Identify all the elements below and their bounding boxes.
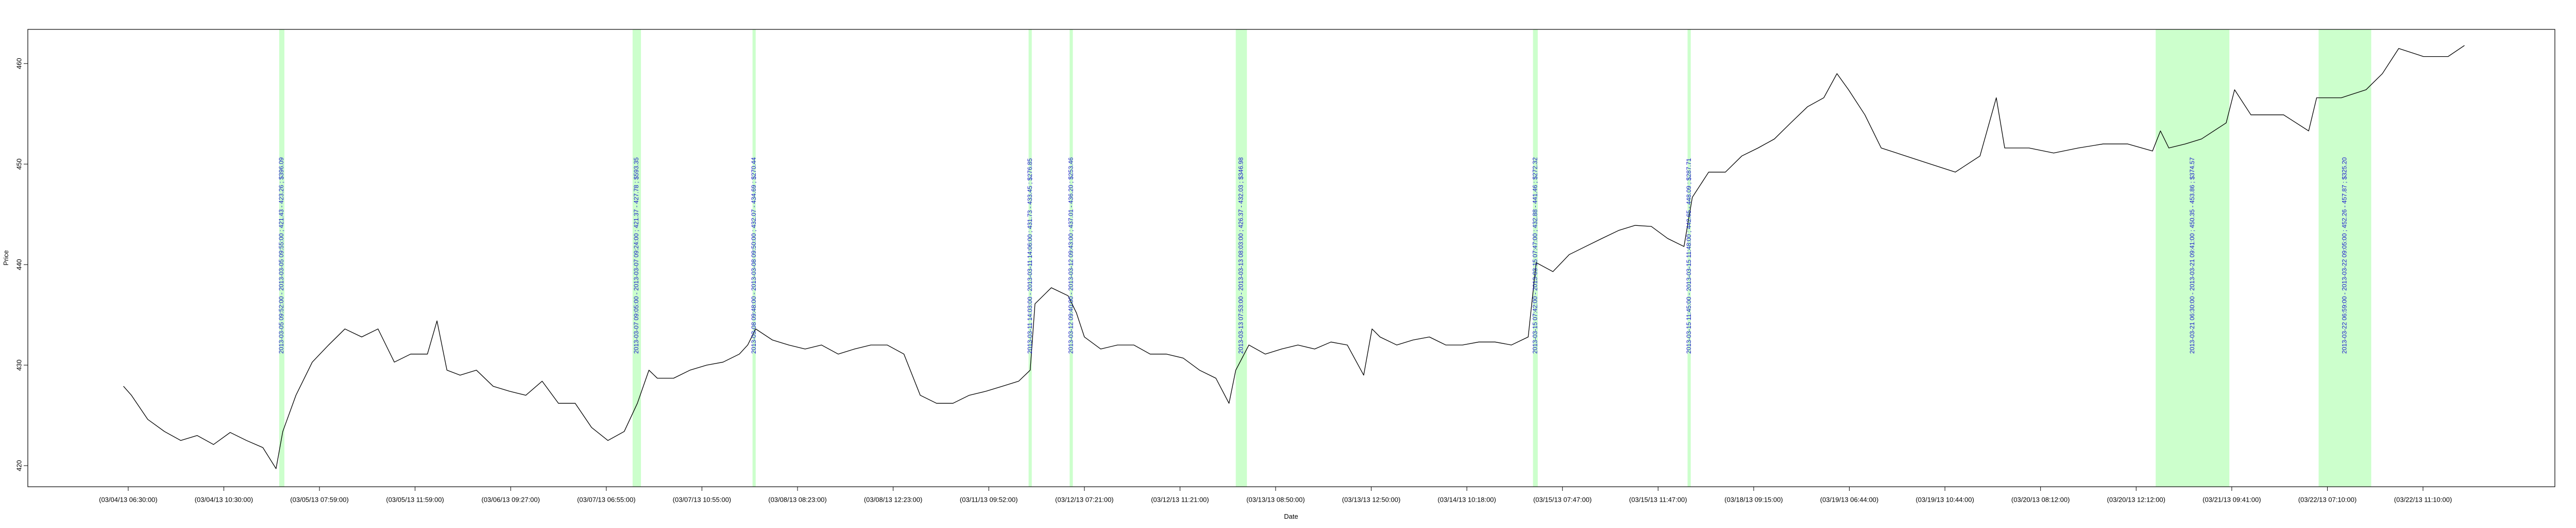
x-tick-label: (03/21/13 09:41:00) [2202, 496, 2261, 503]
x-tick-label: (03/20/13 08:12:00) [2011, 496, 2070, 503]
annotation-layer: 2013-03-05 09:52:00 - 2013-03-05 09:55:0… [278, 157, 2348, 354]
axes-layer: 420 430 440 450 460 (03/04/13 06:30:00) (03/04… [15, 58, 2452, 503]
x-tick-label: (03/13/13 12:50:00) [1342, 496, 1400, 503]
highlight-band [1070, 29, 1073, 487]
x-tick-label: (03/07/13 06:55:00) [577, 496, 635, 503]
highlight-band [279, 29, 285, 487]
x-tick-label: (03/20/13 12:12:00) [2107, 496, 2165, 503]
plot-frame [27, 29, 2555, 487]
highlight-band [1533, 29, 1538, 487]
annotation: 2013-03-15 11:45:00 - 2013-03-15 11:48:0… [1685, 158, 1692, 354]
y-tick-label: 440 [15, 259, 23, 270]
annotation: 2013-03-11 14:03:00 - 2013-03-11 14:06:0… [1026, 158, 1033, 354]
x-tick-label: (03/12/13 11:21:00) [1151, 496, 1209, 503]
x-tick-label: (03/19/13 10:44:00) [1916, 496, 1974, 503]
y-tick-label: 460 [15, 58, 23, 69]
x-tick-label: (03/06/13 09:27:00) [481, 496, 539, 503]
x-tick-label: (03/19/13 06:44:00) [1820, 496, 1878, 503]
x-tick-label: (03/08/13 08:23:00) [768, 496, 826, 503]
highlight-band [2318, 29, 2371, 487]
highlight-band [632, 29, 641, 487]
x-tick-label: (03/04/13 06:30:00) [99, 496, 157, 503]
annotation: 2013-03-21 06:30:00 - 2013-03-21 09:41:0… [2189, 157, 2196, 354]
price-line [123, 45, 2465, 469]
highlight-band [752, 29, 756, 487]
y-tick-label: 420 [15, 460, 23, 471]
highlight-band [1687, 29, 1691, 487]
x-axis-title: Date [1284, 513, 1298, 520]
y-tick-label: 450 [15, 158, 23, 170]
annotation: 2013-03-22 06:59:00 - 2013-03-22 09:05:0… [2341, 157, 2348, 354]
annotation: 2013-03-12 09:40:00 - 2013-03-12 09:43:0… [1067, 157, 1074, 354]
highlight-band [2156, 29, 2230, 487]
annotation: 2013-03-15 07:42:00 - 2013-03-15 07:47:0… [1531, 157, 1538, 354]
x-tick-label: (03/15/13 07:47:00) [1533, 496, 1591, 503]
y-tick-label: 430 [15, 359, 23, 371]
x-tick-label: (03/15/13 11:47:00) [1629, 496, 1687, 503]
highlight-layer [279, 29, 2371, 487]
x-tick-label: (03/18/13 09:15:00) [1724, 496, 1783, 503]
x-tick-label: (03/05/13 07:59:00) [290, 496, 348, 503]
x-tick-label: (03/04/13 10:30:00) [195, 496, 253, 503]
x-tick-label: (03/07/13 10:55:00) [673, 496, 731, 503]
x-tick-label: (03/12/13 07:21:00) [1055, 496, 1113, 503]
x-tick-label: (03/13/13 08:50:00) [1246, 496, 1304, 503]
highlight-band [1235, 29, 1247, 487]
highlight-band [1028, 29, 1032, 487]
series-layer [123, 45, 2465, 469]
annotation: 2013-03-13 07:53:00 - 2013-03-13 08:03:0… [1238, 157, 1245, 354]
x-tick-label: (03/14/13 10:18:00) [1437, 496, 1496, 503]
x-tick-label: (03/22/13 11:10:00) [2394, 496, 2452, 503]
annotation: 2013-03-05 09:52:00 - 2013-03-05 09:55:0… [278, 157, 285, 354]
x-tick-label: (03/08/13 12:23:00) [864, 496, 922, 503]
annotation: 2013-03-07 09:05:00 - 2013-03-07 09:24:0… [633, 157, 640, 354]
annotation: 2013-03-08 09:48:00 - 2013-03-08 09:50:0… [750, 157, 757, 354]
y-axis-title: Price [2, 250, 10, 266]
x-tick-label: (03/22/13 07:10:00) [2298, 496, 2357, 503]
x-tick-label: (03/05/13 11:59:00) [386, 496, 444, 503]
x-tick-label: (03/11/13 09:52:00) [960, 496, 1018, 503]
